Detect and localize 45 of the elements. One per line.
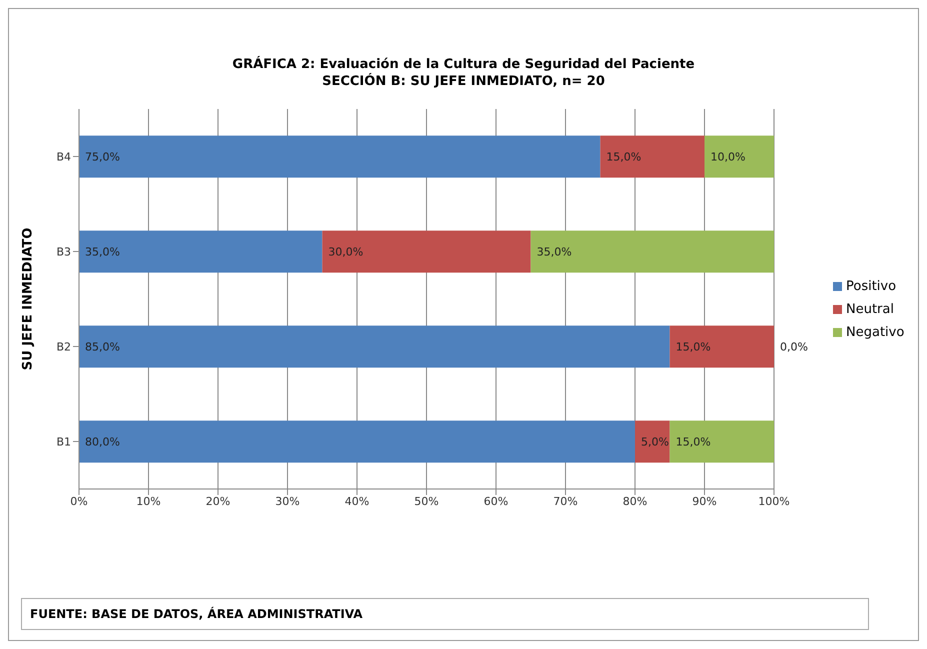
bar <box>670 326 774 368</box>
y-tick-label: B2 <box>56 340 71 354</box>
legend-label: Negativo <box>846 324 904 340</box>
x-tick-label: 70% <box>553 494 578 508</box>
x-tick-label: 10% <box>136 494 161 508</box>
source-note: FUENTE: BASE DE DATOS, ÁREA ADMINISTRATIVA <box>21 598 869 630</box>
bar <box>322 230 531 273</box>
data-label: 30,0% <box>328 246 364 258</box>
bar <box>79 420 635 463</box>
data-label: 5,0% <box>641 436 669 448</box>
x-tick-label: 0% <box>70 494 88 508</box>
x-tick-label: 100% <box>758 494 790 508</box>
data-label: 35,0% <box>536 246 572 258</box>
bar <box>635 420 670 463</box>
data-label: 75,0% <box>85 150 120 164</box>
data-label: 15,0% <box>676 340 711 354</box>
x-tick-label: 60% <box>484 494 508 508</box>
bar <box>704 136 774 178</box>
legend-label: Neutral <box>846 302 894 316</box>
bar <box>530 230 774 273</box>
y-tick-label: B3 <box>56 245 71 258</box>
y-axis-title: SU JEFE INMEDIATO <box>20 228 36 370</box>
x-tick-label: 80% <box>622 494 648 508</box>
bar <box>670 420 774 463</box>
chart-title: GRÁFICA 2: Evaluación de la Cultura de Seguridad del Paciente <box>231 57 696 72</box>
data-label: 10,0% <box>710 150 746 164</box>
x-tick-label: 90% <box>692 494 717 508</box>
data-label: 15,0% <box>606 150 642 164</box>
x-tick-label: 20% <box>206 494 230 508</box>
x-tick-label: 50% <box>414 494 439 508</box>
y-tick-label: B4 <box>56 150 71 164</box>
x-tick-label: 30% <box>275 494 300 508</box>
data-label: 15,0% <box>676 436 711 448</box>
data-label: 80,0% <box>85 436 120 448</box>
bar <box>79 326 670 368</box>
bar <box>79 136 600 178</box>
data-label: 85,0% <box>85 340 120 354</box>
chart-subtitle: SECCIÓN B: SU JEFE INMEDIATO, n= 20 <box>321 74 606 89</box>
x-tick-label: 40% <box>344 494 370 508</box>
data-label: 0,0% <box>780 340 808 354</box>
bar <box>79 230 322 273</box>
y-tick-label: B1 <box>56 435 71 448</box>
data-label: 35,0% <box>85 246 120 258</box>
legend-label: Positivo <box>846 278 896 294</box>
bar <box>600 136 704 178</box>
